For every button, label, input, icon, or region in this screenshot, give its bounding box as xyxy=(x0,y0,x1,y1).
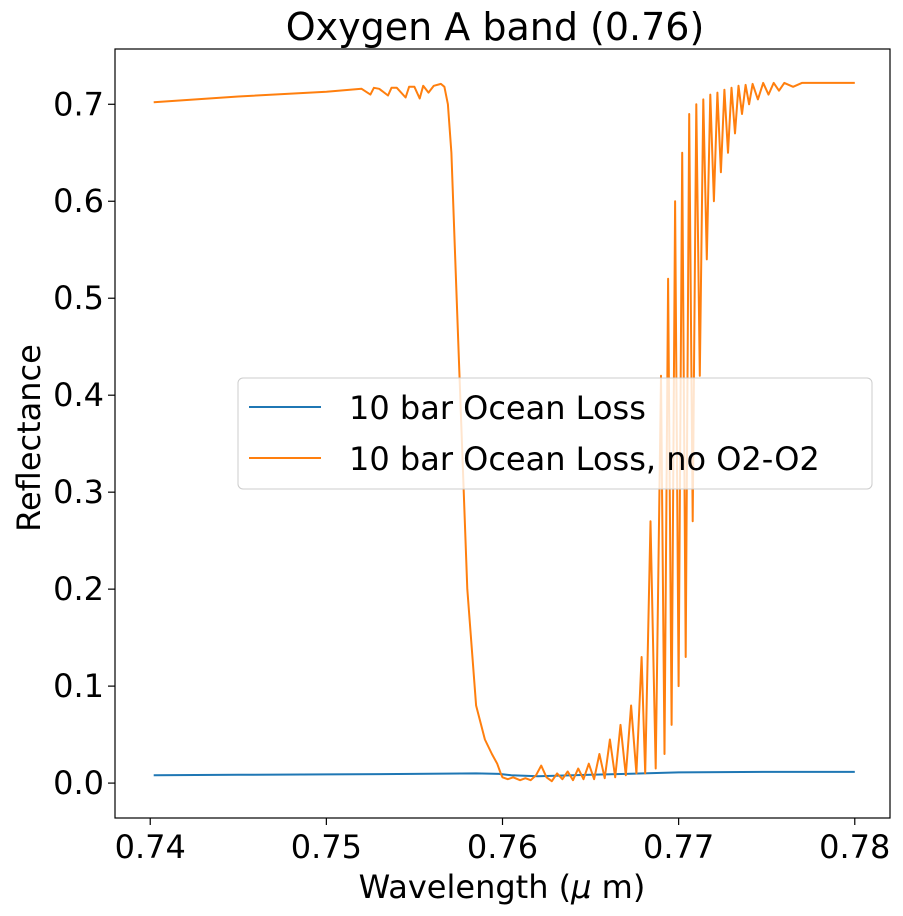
x-tick-label: 0.75 xyxy=(291,828,362,866)
legend: 10 bar Ocean Loss 10 bar Ocean Loss, no … xyxy=(237,377,873,490)
series-line-1 xyxy=(153,770,855,778)
legend-frame xyxy=(237,377,873,490)
x-axis-label: Wavelength (μ m) xyxy=(359,868,646,906)
legend-label-series-1: 10 bar Ocean Loss xyxy=(349,389,646,427)
series-line-2 xyxy=(153,81,855,783)
y-tick-label: 0.2 xyxy=(53,570,104,608)
y-tick-label: 0.5 xyxy=(53,279,104,317)
x-tick-label: 0.74 xyxy=(115,828,186,866)
x-axis-label-mu: μ xyxy=(570,868,591,906)
y-tick-label: 0.6 xyxy=(53,182,104,220)
series-layer xyxy=(153,81,855,783)
y-tick-label: 0.7 xyxy=(53,85,104,123)
y-tick-label: 0.1 xyxy=(53,667,104,705)
x-axis-label-prefix: Wavelength ( xyxy=(359,868,571,906)
x-axis-label-suffix: m) xyxy=(592,868,646,906)
y-tick-label: 0.4 xyxy=(53,376,104,414)
y-tick-label: 0.0 xyxy=(53,764,104,802)
x-tick-label: 0.77 xyxy=(643,828,714,866)
y-axis-label: Reflectance xyxy=(10,344,48,532)
chart-title: Oxygen A band (0.76) xyxy=(286,5,705,49)
x-tick-label: 0.76 xyxy=(467,828,538,866)
x-tick-label: 0.78 xyxy=(819,828,890,866)
y-tick-label: 0.3 xyxy=(53,473,104,511)
ticks-layer: 0.74 0.75 0.76 0.77 0.78 0.0 0.1 0.2 0.3 0.4 0.5 0.… xyxy=(53,85,890,866)
legend-label-series-2: 10 bar Ocean Loss, no O2-O2 xyxy=(349,440,820,478)
